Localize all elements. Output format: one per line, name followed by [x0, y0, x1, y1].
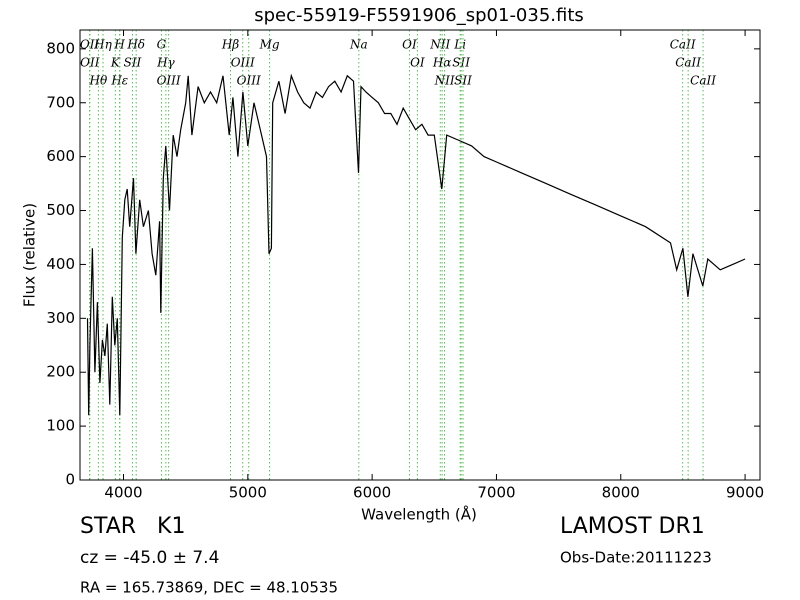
x-tick-label: 4000 — [104, 484, 142, 502]
x-tick-label: 6000 — [353, 484, 391, 502]
emission-label: CaII — [690, 74, 716, 88]
emission-label: Hθ — [89, 74, 108, 88]
coords: RA = 165.73869, DEC = 48.10535 — [80, 579, 338, 597]
y-tick-label: 100 — [46, 417, 75, 435]
emission-label: CaII — [675, 56, 701, 70]
x-tick-label: 5000 — [229, 484, 267, 502]
class: STAR K1 — [80, 514, 185, 539]
emission-label: Li — [453, 38, 466, 52]
emission-label: OIII — [231, 56, 255, 70]
emission-label: Mg — [259, 38, 280, 52]
y-tick-label: 400 — [46, 255, 75, 273]
emission-label: SII — [124, 56, 142, 70]
cz: cz = -45.0 ± 7.4 — [80, 548, 219, 568]
emission-label: Hβ — [221, 38, 239, 52]
emission-label: OI — [410, 56, 425, 70]
emission-label: K — [110, 56, 121, 70]
emission-label: G — [157, 38, 167, 52]
emission-label: CaII — [670, 38, 696, 52]
emission-label: OI — [402, 38, 417, 52]
y-axis-label: Flux (relative) — [21, 203, 39, 307]
emission-label: OII — [80, 38, 100, 52]
x-tick-label: 8000 — [602, 484, 640, 502]
x-tick-label: 7000 — [477, 484, 515, 502]
emission-label: NII — [434, 74, 455, 88]
survey: LAMOST DR1 — [560, 514, 705, 539]
emission-label: Hε — [110, 74, 128, 88]
emission-label: OIII — [157, 74, 181, 88]
plot-frame — [79, 29, 761, 481]
y-tick-label: 500 — [46, 201, 75, 219]
emission-label: OIII — [237, 74, 261, 88]
emission-label: SII — [454, 74, 472, 88]
emission-label: H — [113, 38, 125, 52]
emission-label: SII — [452, 56, 470, 70]
emission-label: OII — [80, 56, 100, 70]
y-tick-label: 700 — [46, 93, 75, 111]
emission-label: NII — [429, 38, 450, 52]
x-tick-label: 9000 — [726, 484, 764, 502]
emission-label: Hα — [432, 56, 452, 70]
y-tick-label: 800 — [46, 39, 75, 57]
spectrum — [86, 73, 746, 416]
y-tick-label: 200 — [46, 363, 75, 381]
x-axis-label: Wavelength (Å) — [361, 505, 477, 524]
chart-title: spec-55919-F5591906_sp01-035.fits — [254, 5, 584, 26]
emission-label: Hδ — [126, 38, 145, 52]
obs-date: Obs-Date:20111223 — [560, 549, 712, 567]
y-tick-label: 0 — [65, 471, 75, 489]
emission-label: Na — [349, 38, 368, 52]
emission-label: Hη — [93, 38, 112, 52]
y-tick-label: 600 — [46, 147, 75, 165]
y-tick-label: 300 — [46, 309, 75, 327]
emission-label: Hγ — [156, 56, 175, 70]
